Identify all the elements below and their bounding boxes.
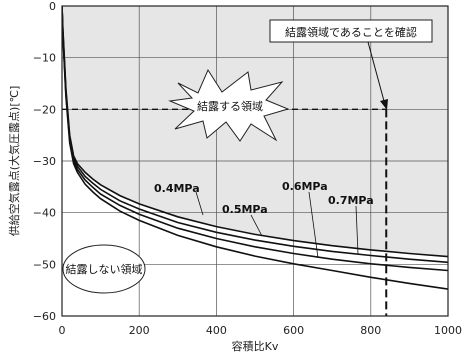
series-line — [62, 6, 448, 290]
condensation-starburst — [168, 68, 290, 142]
condensation-region-label: 結露する領域 — [197, 99, 263, 113]
confirm-arrow-head — [380, 99, 388, 110]
y-axis-title: 供給空気露点(大気圧露点)[℃] — [7, 86, 21, 237]
y-tick-label: −60 — [33, 310, 56, 323]
confirm-callout-label: 結露領域であることを確認 — [285, 25, 417, 39]
x-tick-label: 200 — [129, 324, 150, 337]
x-tick-label: 800 — [360, 324, 381, 337]
x-tick-label: 400 — [206, 324, 227, 337]
y-tick-label: −10 — [33, 52, 56, 65]
series-label-0-5mpa: 0.5MPa — [222, 203, 268, 216]
y-tick-label: −40 — [33, 207, 56, 220]
series-label-leader-0-7mpa — [355, 205, 359, 255]
series-lines — [62, 6, 448, 290]
no-condensation-region-label: 結露しない領域 — [66, 262, 143, 276]
x-tick-label: 600 — [283, 324, 304, 337]
series-label-0-4mpa: 0.4MPa — [154, 182, 200, 195]
series-label-leader-0-5mpa — [250, 214, 263, 237]
plot-frame — [61, 5, 449, 317]
y-tick-label: −20 — [33, 103, 56, 116]
x-tick-label: 1000 — [434, 324, 462, 337]
series-label-0-6mpa: 0.6MPa — [282, 180, 328, 193]
no-condensation-ellipse — [62, 244, 146, 294]
series-label-leader-0-6mpa — [308, 191, 319, 259]
x-tick-label: 0 — [59, 324, 66, 337]
confirm-arrow-shaft — [367, 41, 385, 102]
series-label-0-7mpa: 0.7MPa — [328, 194, 374, 207]
confirm-callout-box — [269, 19, 433, 43]
x-axis-title: 容積比Kv — [232, 339, 279, 353]
condensation-region-shading — [62, 6, 448, 257]
series-label-leader-0-4mpa — [195, 191, 204, 216]
y-tick-label: −30 — [33, 155, 56, 168]
y-tick-label: 0 — [49, 0, 56, 13]
y-tick-label: −50 — [33, 258, 56, 271]
tick-labels: 0 200 400 600 800 1000 0 −10 −20 −30 −40 −50 −60 — [33, 0, 462, 337]
